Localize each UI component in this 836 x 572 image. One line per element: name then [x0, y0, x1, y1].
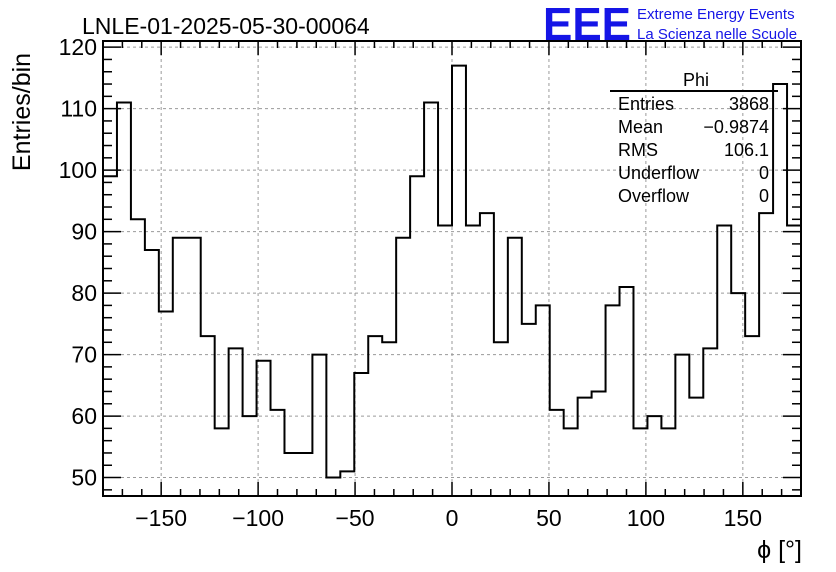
stats-value-overflow: 0: [759, 186, 769, 206]
x-tick-label: 100: [627, 505, 665, 531]
y-tick-label: 90: [71, 219, 97, 245]
y-tick-label: 60: [71, 403, 97, 429]
stats-title: Phi: [683, 70, 709, 90]
x-tick-label: −150: [135, 505, 187, 531]
eee-logo-mark: EEE: [543, 0, 631, 50]
y-tick-label: 50: [71, 465, 97, 491]
stats-box: Phi Entries 3868 Mean −0.9874 RMS 106.1 …: [610, 70, 778, 206]
x-axis-label: ϕ [°]: [757, 536, 802, 564]
x-tick-label: 50: [536, 505, 562, 531]
stats-label-mean: Mean: [618, 117, 663, 137]
logo-line-1: Extreme Energy Events: [637, 6, 795, 23]
logo-line-2: La Scienza nelle Scuole: [637, 26, 797, 43]
y-tick-label: 120: [59, 34, 97, 60]
stats-value-underflow: 0: [759, 163, 769, 183]
stats-value-entries: 3868: [729, 94, 769, 114]
x-tick-label: 0: [446, 505, 459, 531]
stats-label-overflow: Overflow: [618, 186, 690, 206]
x-tick-label: 150: [724, 505, 762, 531]
y-axis-label: Entries/bin: [8, 53, 36, 171]
stats-label-rms: RMS: [618, 140, 658, 160]
chart-title: LNLE-01-2025-05-30-00064: [82, 13, 370, 39]
y-tick-labels: 50 60 70 80 90 100 110 120: [59, 34, 97, 490]
stats-value-mean: −0.9874: [703, 117, 769, 137]
stats-label-underflow: Underflow: [618, 163, 700, 183]
histogram-line: [103, 64, 801, 479]
stats-value-rms: 106.1: [724, 140, 769, 160]
stats-label-entries: Entries: [618, 94, 674, 114]
x-tick-label: −100: [232, 505, 284, 531]
x-tick-labels: −150 −100 −50 0 50 100 150: [135, 505, 762, 531]
y-tick-label: 110: [60, 96, 97, 122]
y-tick-label: 80: [71, 280, 97, 306]
y-tick-label: 100: [59, 157, 97, 183]
x-tick-label: −50: [336, 505, 375, 531]
y-tick-label: 70: [71, 342, 97, 368]
eee-logo: EEE Extreme Energy Events La Scienza nel…: [543, 0, 797, 50]
axis-ticks: [102, 41, 802, 496]
